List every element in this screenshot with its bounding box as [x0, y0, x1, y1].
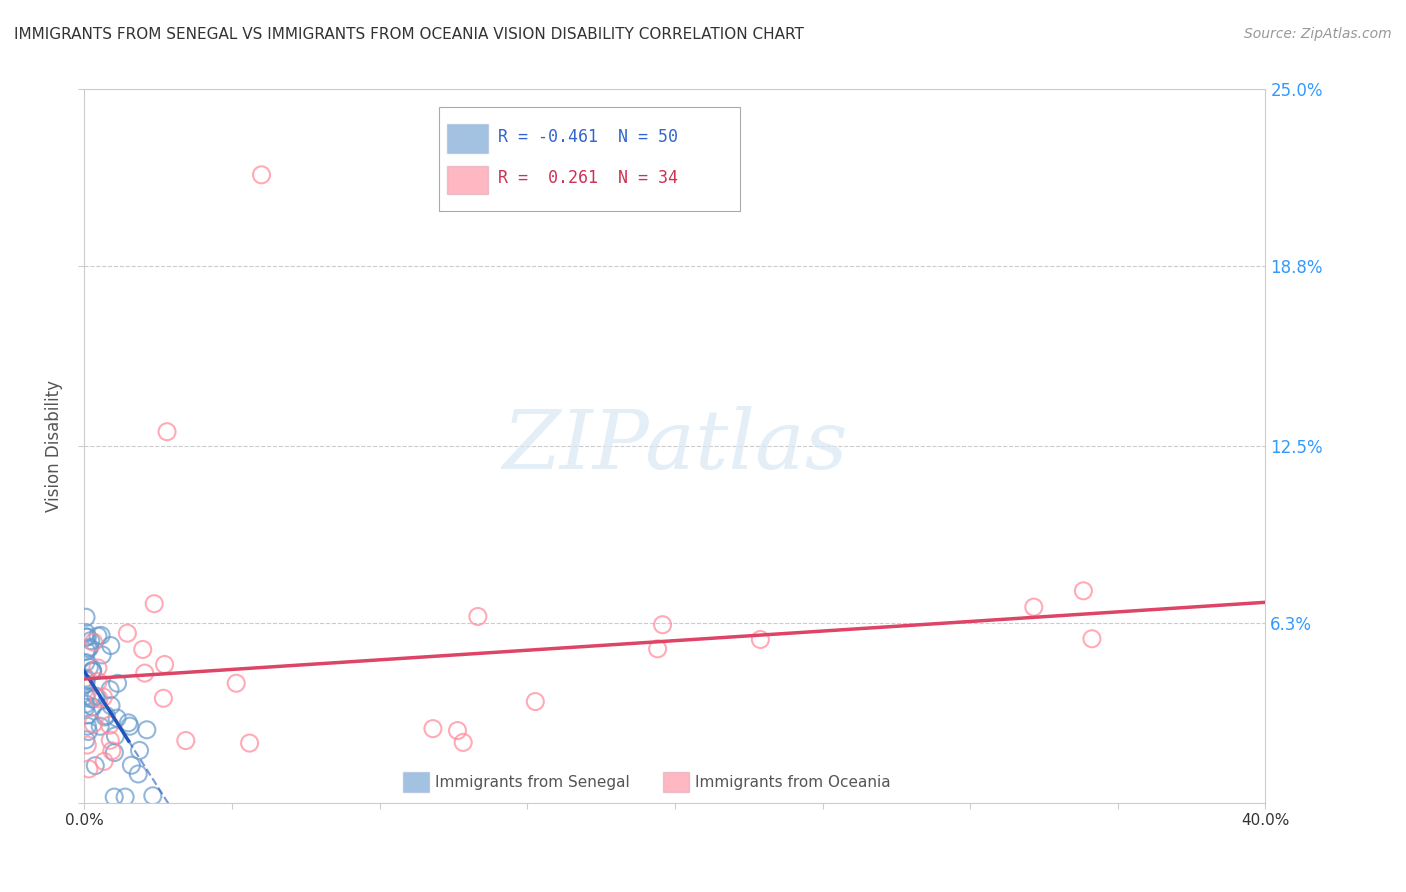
- Point: [96, 708, 118, 723]
- Point: [75, 700, 97, 714]
- Bar: [404, 772, 429, 792]
- Point: [93, 755, 115, 769]
- Point: [107, 676, 129, 690]
- Point: [75, 625, 97, 640]
- Point: [105, 711, 128, 725]
- Point: [647, 641, 669, 656]
- Point: [75, 671, 97, 685]
- Point: [91, 648, 114, 662]
- Point: [156, 425, 179, 439]
- Point: [76, 738, 98, 752]
- Text: ZIPatlas: ZIPatlas: [502, 406, 848, 486]
- Bar: [439, 107, 740, 211]
- Point: [142, 789, 165, 803]
- Point: [75, 697, 97, 711]
- Text: Source: ZipAtlas.com: Source: ZipAtlas.com: [1244, 27, 1392, 41]
- Point: [87, 629, 110, 643]
- Text: Immigrants from Oceania: Immigrants from Oceania: [695, 774, 890, 789]
- Point: [79, 660, 101, 674]
- Point: [446, 723, 468, 738]
- Point: [467, 609, 489, 624]
- Point: [77, 724, 100, 739]
- Text: R =  0.261  N = 34: R = 0.261 N = 34: [498, 169, 678, 187]
- Point: [82, 692, 104, 706]
- Bar: [447, 124, 488, 153]
- Point: [128, 743, 150, 757]
- Point: [83, 635, 105, 649]
- Point: [103, 790, 125, 805]
- Point: [103, 746, 125, 760]
- Point: [749, 632, 772, 647]
- Point: [153, 657, 176, 672]
- Point: [134, 666, 156, 681]
- Point: [82, 700, 104, 714]
- Point: [117, 626, 139, 640]
- Point: [93, 690, 115, 705]
- Point: [101, 744, 124, 758]
- Point: [75, 630, 97, 644]
- Point: [76, 630, 98, 644]
- Point: [422, 722, 444, 736]
- Point: [152, 691, 174, 706]
- Point: [76, 644, 98, 658]
- Point: [75, 732, 97, 747]
- Point: [100, 698, 122, 713]
- Point: [75, 673, 97, 688]
- Point: [1081, 632, 1104, 646]
- Point: [77, 641, 100, 656]
- Point: [98, 718, 121, 732]
- Point: [98, 733, 121, 747]
- Point: [451, 735, 474, 749]
- Text: Immigrants from Senegal: Immigrants from Senegal: [434, 774, 630, 789]
- Point: [82, 664, 104, 678]
- Point: [100, 639, 122, 653]
- Point: [174, 733, 197, 747]
- Point: [143, 597, 166, 611]
- Point: [127, 767, 149, 781]
- Point: [75, 656, 97, 670]
- Point: [75, 610, 97, 624]
- Point: [82, 664, 104, 678]
- Point: [75, 690, 97, 704]
- Point: [82, 716, 104, 731]
- Point: [114, 790, 136, 805]
- Point: [1073, 583, 1095, 598]
- Point: [89, 719, 111, 733]
- Point: [118, 719, 141, 733]
- Point: [117, 715, 139, 730]
- Text: IMMIGRANTS FROM SENEGAL VS IMMIGRANTS FROM OCEANIA VISION DISABILITY CORRELATION: IMMIGRANTS FROM SENEGAL VS IMMIGRANTS FR…: [14, 27, 804, 42]
- Text: R = -0.461  N = 50: R = -0.461 N = 50: [498, 128, 678, 146]
- Point: [120, 758, 142, 772]
- Point: [87, 691, 110, 706]
- Point: [651, 617, 673, 632]
- Point: [1022, 600, 1045, 615]
- Point: [132, 642, 155, 657]
- Point: [75, 677, 97, 691]
- Point: [84, 690, 107, 704]
- Point: [76, 708, 98, 723]
- Point: [524, 694, 547, 708]
- Point: [84, 758, 107, 772]
- Point: [90, 628, 112, 642]
- Point: [104, 729, 127, 743]
- Point: [80, 633, 103, 648]
- Point: [76, 719, 98, 733]
- Point: [79, 640, 101, 655]
- Bar: [447, 166, 488, 194]
- Point: [77, 762, 100, 776]
- Point: [250, 168, 273, 182]
- Point: [98, 682, 121, 697]
- Point: [87, 661, 110, 675]
- Point: [94, 710, 117, 724]
- Point: [87, 674, 110, 689]
- Point: [82, 665, 104, 679]
- Point: [135, 723, 157, 737]
- Point: [239, 736, 262, 750]
- Y-axis label: Vision Disability: Vision Disability: [45, 380, 63, 512]
- Bar: [664, 772, 689, 792]
- Point: [225, 676, 247, 690]
- Point: [80, 690, 103, 705]
